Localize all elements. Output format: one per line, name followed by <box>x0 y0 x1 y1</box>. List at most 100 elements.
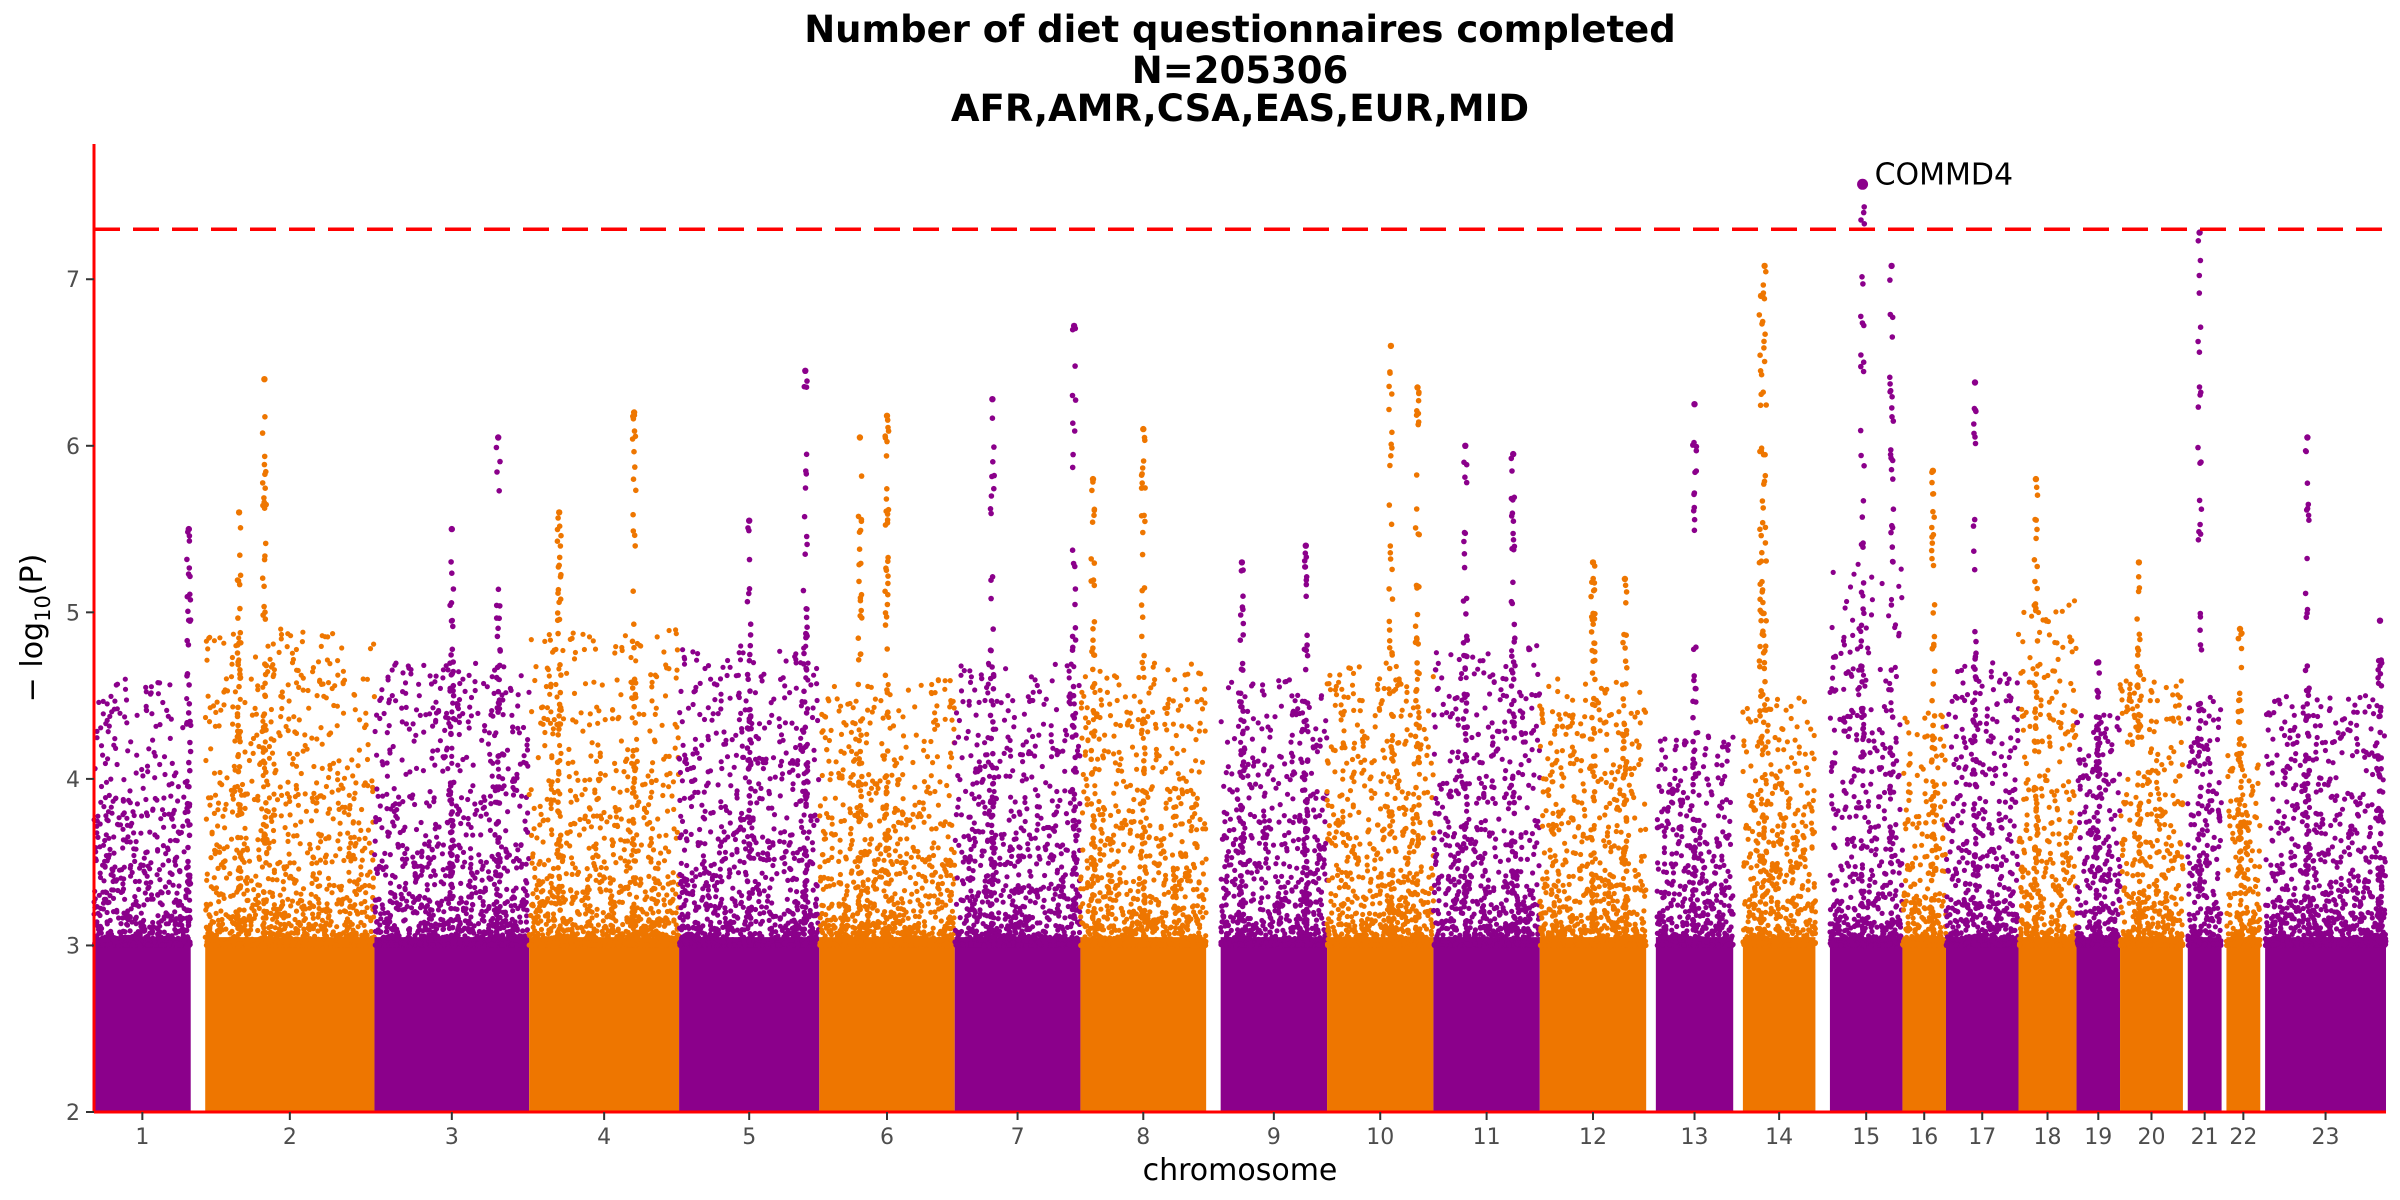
snp-point <box>206 694 211 699</box>
snp-point <box>536 755 541 760</box>
snp-point <box>433 719 438 724</box>
snp-point <box>515 703 520 708</box>
snp-point <box>556 874 562 880</box>
snp-point <box>351 853 356 858</box>
snp-point <box>100 942 105 947</box>
snp-point <box>276 730 281 735</box>
snp-point <box>164 921 169 926</box>
snp-point <box>307 842 312 847</box>
snp-point <box>524 742 529 747</box>
snp-point <box>449 809 455 815</box>
snp-point <box>334 924 339 929</box>
snp-point <box>420 928 425 933</box>
snp-point <box>489 942 494 947</box>
snp-point <box>419 820 424 825</box>
snp-point <box>316 901 321 906</box>
snp-point <box>230 809 235 814</box>
snp-point <box>122 865 127 870</box>
snp-point <box>549 753 554 758</box>
snp-point <box>518 941 523 946</box>
snp-point <box>319 832 324 837</box>
snp-point <box>270 891 275 896</box>
snp-point <box>550 893 555 898</box>
snp-point <box>315 693 320 698</box>
snp-point <box>331 929 336 934</box>
snp-point <box>133 916 138 921</box>
snp-point <box>444 711 449 716</box>
snp-point <box>435 943 440 948</box>
snp-point <box>494 615 500 621</box>
snp-point <box>278 784 283 789</box>
snp-point <box>305 688 310 693</box>
snp-point <box>478 832 483 837</box>
snp-point <box>253 654 258 659</box>
snp-point <box>509 936 514 941</box>
snp-point <box>242 860 247 865</box>
snp-point <box>767 720 772 725</box>
snp-point <box>207 719 212 724</box>
snp-point <box>794 802 799 807</box>
snp-point <box>102 838 107 843</box>
snp-point <box>269 819 274 824</box>
snp-point <box>256 847 261 852</box>
snp-point <box>463 918 468 923</box>
snp-point <box>719 897 724 902</box>
snp-point <box>115 822 120 827</box>
snp-point <box>423 905 428 910</box>
snp-point <box>131 830 136 835</box>
snp-point <box>233 689 238 694</box>
snp-point <box>643 931 648 936</box>
snp-point <box>287 698 292 703</box>
snp-point <box>316 906 321 911</box>
snp-point <box>743 919 748 924</box>
snp-point <box>242 793 247 798</box>
snp-point <box>123 687 128 692</box>
snp-point <box>649 790 654 795</box>
snp-point <box>529 637 534 642</box>
snp-point <box>187 833 193 839</box>
snp-point <box>111 799 116 804</box>
snp-point <box>487 904 492 909</box>
snp-point <box>549 881 554 886</box>
snp-point <box>143 685 148 690</box>
snp-point <box>799 825 804 830</box>
snp-point <box>236 942 242 948</box>
snp-point <box>649 896 654 901</box>
snp-point <box>603 773 608 778</box>
snp-point <box>186 642 192 648</box>
snp-point <box>261 604 267 610</box>
snp-point <box>425 887 430 892</box>
snp-point <box>367 883 372 888</box>
snp-point <box>208 795 213 800</box>
snp-point <box>139 911 144 916</box>
snp-point <box>130 809 135 814</box>
snp-point <box>495 626 501 632</box>
snp-point <box>495 759 501 765</box>
snp-point <box>403 917 408 922</box>
snp-point <box>314 808 319 813</box>
snp-point <box>564 671 569 676</box>
snp-point <box>378 803 383 808</box>
snp-point <box>146 885 151 890</box>
snp-point <box>430 942 435 947</box>
snp-point <box>122 714 127 719</box>
snp-point <box>540 932 545 937</box>
snp-point <box>242 841 247 846</box>
snp-point <box>601 918 606 923</box>
snp-point <box>438 902 443 907</box>
snp-point <box>530 891 535 896</box>
snp-point <box>244 836 249 841</box>
snp-point <box>97 844 102 849</box>
snp-point <box>135 801 140 806</box>
snp-point <box>470 833 475 838</box>
snp-point <box>392 892 397 897</box>
snp-point <box>496 784 502 790</box>
snp-point <box>459 795 464 800</box>
snp-point <box>594 759 599 764</box>
snp-point <box>594 913 599 918</box>
snp-point <box>392 786 397 791</box>
snp-point <box>404 857 409 862</box>
snp-point <box>312 934 317 939</box>
snp-point <box>583 895 588 900</box>
